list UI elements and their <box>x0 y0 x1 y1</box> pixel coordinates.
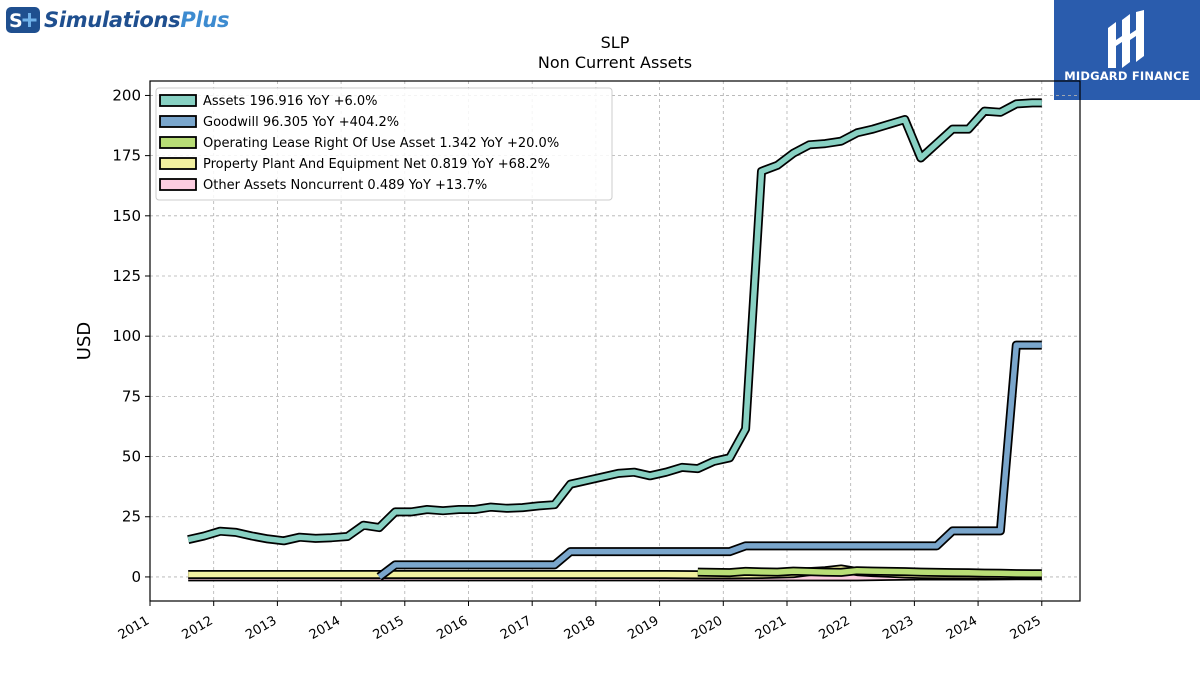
x-tick-label: 2020 <box>689 613 725 643</box>
y-tick-label: 100 <box>112 327 141 345</box>
legend-item: Operating Lease Right Of Use Asset 1.342… <box>159 136 559 151</box>
legend-label: Assets 196.916 YoY +6.0% <box>203 94 378 109</box>
x-axis: 2011 2012 2013 2014 2015 2016 2017 2018 2019 2020… <box>116 601 1044 643</box>
x-tick-label: 2021 <box>753 613 789 643</box>
x-tick-label: 2017 <box>498 613 534 643</box>
y-tick-label: 75 <box>122 387 141 405</box>
y-tick-label: 175 <box>112 147 141 165</box>
x-tick-label: 2025 <box>1008 613 1044 643</box>
series-line <box>377 342 1042 580</box>
y-axis: 0 25 50 75 100 125 150 175 200 <box>112 86 150 586</box>
x-tick-label: 2016 <box>434 613 470 643</box>
series-group <box>187 98 1042 582</box>
x-tick-label: 2019 <box>625 613 661 643</box>
y-axis-label: USD <box>74 322 95 360</box>
legend-item: Property Plant And Equipment Net 0.819 Y… <box>159 157 550 172</box>
y-tick-label: 25 <box>122 508 141 526</box>
series-1 <box>376 340 1042 581</box>
s-plus-logo-icon: S <box>6 7 40 33</box>
series-0 <box>187 98 1042 546</box>
y-tick-label: 125 <box>112 267 141 285</box>
x-tick-label: 2022 <box>817 613 853 643</box>
svg-text:S: S <box>9 10 23 32</box>
x-tick-label: 2023 <box>880 613 916 643</box>
legend-item: Assets 196.916 YoY +6.0% <box>159 94 378 109</box>
series-line <box>187 100 1042 544</box>
legend-swatch <box>159 115 197 128</box>
legend-label: Goodwill 96.305 YoY +404.2% <box>203 115 399 130</box>
x-tick-label: 2015 <box>371 613 407 643</box>
legend: Assets 196.916 YoY +6.0% Goodwill 96.305 … <box>155 87 613 201</box>
brand-name-suffix: Plus <box>180 8 230 32</box>
brand-name-main: Simulations <box>44 8 181 32</box>
brand-header: S SimulationsPlus <box>6 6 229 34</box>
chart-subtitle: Non Current Assets <box>538 53 692 72</box>
legend-swatch <box>159 136 197 149</box>
x-tick-label: 2014 <box>307 613 343 643</box>
x-tick-label: 2013 <box>243 613 279 643</box>
legend-box <box>155 87 613 201</box>
legend-swatch <box>159 94 197 107</box>
x-tick-label: 2011 <box>116 613 152 643</box>
x-tick-label: 2012 <box>180 613 216 643</box>
midgard-logo-icon <box>1108 10 1144 68</box>
partner-name: MIDGARD FINANCE <box>1064 69 1190 83</box>
series-2 <box>697 566 1042 579</box>
legend-item: Goodwill 96.305 YoY +404.2% <box>159 115 399 130</box>
y-tick-label: 150 <box>112 207 141 225</box>
y-tick-label: 0 <box>131 568 141 586</box>
legend-label: Property Plant And Equipment Net 0.819 Y… <box>203 157 550 172</box>
chart-title: SLP <box>601 33 630 52</box>
brand-name: SimulationsPlus <box>44 8 229 32</box>
y-tick-label: 50 <box>122 448 141 466</box>
legend-swatch <box>159 157 197 170</box>
y-tick-label: 200 <box>112 86 141 104</box>
legend-swatch <box>159 178 197 191</box>
plot-frame <box>149 80 1081 602</box>
series-line <box>697 567 1042 577</box>
x-tick-label: 2024 <box>944 613 980 643</box>
legend-label: Operating Lease Right Of Use Asset 1.342… <box>203 136 559 151</box>
legend-label: Other Assets Noncurrent 0.489 YoY +13.7% <box>203 178 487 193</box>
partner-badge: MIDGARD FINANCE <box>1054 0 1200 100</box>
legend-item: Other Assets Noncurrent 0.489 YoY +13.7% <box>159 178 487 193</box>
x-tick-label: 2018 <box>562 613 598 643</box>
